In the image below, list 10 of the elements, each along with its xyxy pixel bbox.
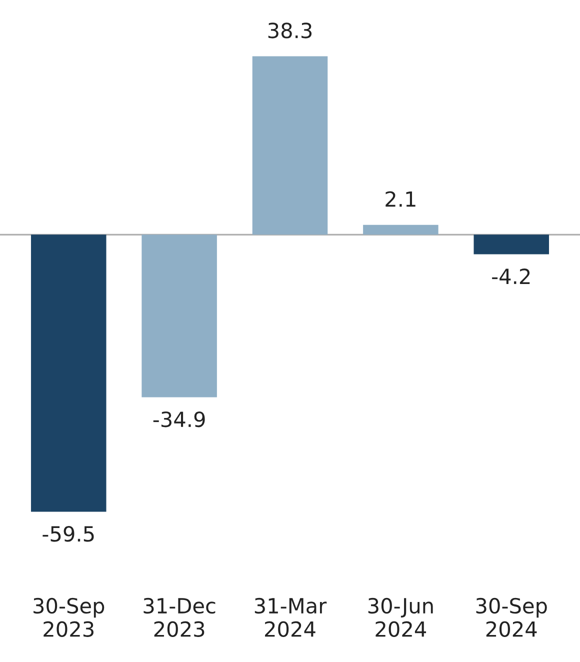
x-tick-label: 30-Sep 2024 [476, 598, 547, 637]
data-label: 2.1 [386, 191, 416, 207]
x-tick-label: 30-Jun 2024 [368, 598, 433, 637]
x-tick-label: 30-Sep 2023 [34, 598, 104, 637]
x-tick-label: 31-Dec 2023 [144, 598, 216, 637]
x-tick-label: 31-Mar 2024 [254, 598, 327, 637]
data-label: -59.5 [42, 526, 94, 542]
data-label: 38.3 [268, 22, 312, 38]
data-label: -34.9 [153, 411, 205, 428]
data-label: -4.2 [492, 268, 530, 284]
